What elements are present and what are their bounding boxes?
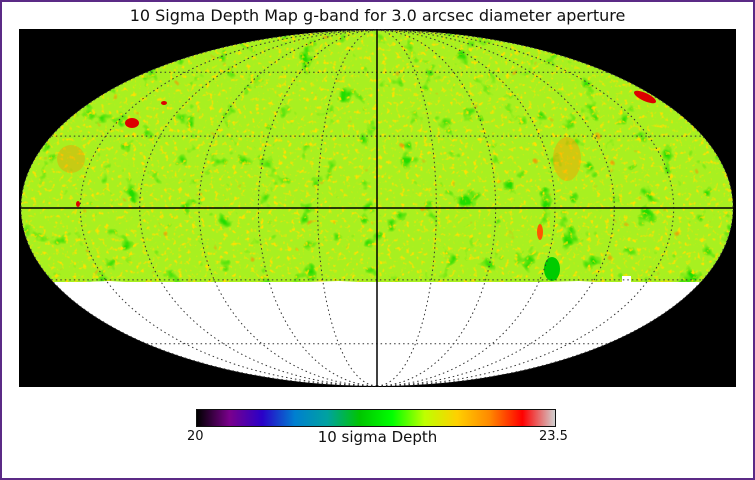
mollweide-projection — [19, 29, 736, 387]
meridian-line — [376, 29, 734, 387]
deep-patch — [57, 145, 85, 173]
deep-spot — [161, 101, 167, 105]
colorbar-min-label: 20 — [187, 429, 204, 444]
map-title: 10 Sigma Depth Map g-band for 3.0 arcsec… — [129, 6, 626, 25]
colorbar-label: 10 sigma Depth — [317, 428, 438, 446]
deep-patch — [553, 137, 581, 181]
deep-spot — [537, 224, 543, 240]
deep-spot — [633, 90, 657, 104]
deep-spot — [76, 201, 80, 207]
colorbar-max-label: 23.5 — [539, 429, 568, 444]
colorbar — [196, 409, 556, 427]
deep-spot — [125, 118, 139, 128]
sky-map — [19, 29, 736, 387]
shallow-patch — [544, 257, 560, 281]
